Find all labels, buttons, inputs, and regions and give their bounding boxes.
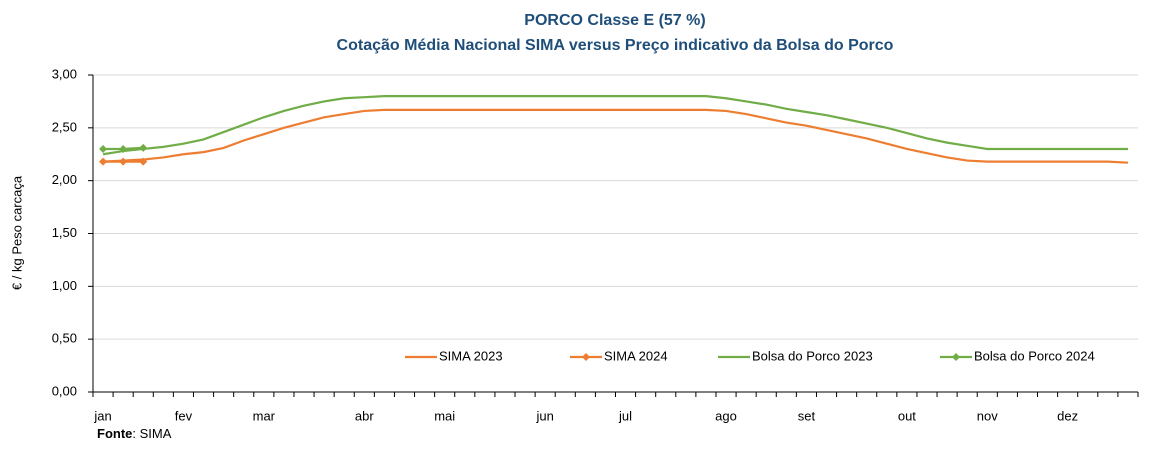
x-tick-label: dez bbox=[1057, 408, 1078, 423]
chart-title: PORCO Classe E (57 %) bbox=[524, 12, 705, 29]
y-tick-label: 0,50 bbox=[52, 331, 77, 346]
legend-label: SIMA 2023 bbox=[439, 348, 503, 363]
x-tick-label: mai bbox=[434, 408, 455, 423]
source: Fonte: SIMA bbox=[97, 426, 172, 441]
y-tick-label: 3,00 bbox=[52, 66, 77, 81]
y-tick-label: 1,50 bbox=[52, 225, 77, 240]
x-tick-label: nov bbox=[977, 408, 998, 423]
x-tick-label: set bbox=[798, 408, 816, 423]
x-tick-label: out bbox=[898, 408, 916, 423]
y-axis-label: € / kg Peso carcaça bbox=[9, 175, 24, 290]
y-tick-label: 0,00 bbox=[52, 383, 77, 398]
x-tick-label: jan bbox=[93, 408, 111, 423]
legend-label: Bolsa do Porco 2024 bbox=[974, 348, 1095, 363]
point bbox=[119, 144, 128, 153]
source-label: Fonte bbox=[97, 426, 132, 441]
chart-subtitle: Cotação Média Nacional SIMA versus Preço… bbox=[337, 37, 894, 54]
y-tick-label: 1,00 bbox=[52, 278, 77, 293]
legend-marker bbox=[582, 353, 590, 361]
x-tick-label: mar bbox=[253, 408, 276, 423]
point bbox=[139, 143, 148, 152]
x-tick-label: jul bbox=[618, 408, 632, 423]
x-tick-label: fev bbox=[175, 408, 193, 423]
y-tick-label: 2,00 bbox=[52, 172, 77, 187]
x-tick-label: jun bbox=[535, 408, 553, 423]
source-text: : SIMA bbox=[132, 426, 171, 441]
legend-label: Bolsa do Porco 2023 bbox=[752, 348, 873, 363]
x-tick-label: ago bbox=[715, 408, 737, 423]
legend-label: SIMA 2024 bbox=[604, 348, 668, 363]
point bbox=[99, 144, 108, 153]
series-line bbox=[102, 108, 1129, 164]
point bbox=[119, 157, 128, 166]
point bbox=[99, 157, 108, 166]
point bbox=[139, 157, 148, 166]
legend-marker bbox=[952, 353, 960, 361]
x-tick-label: abr bbox=[355, 408, 374, 423]
y-tick-label: 2,50 bbox=[52, 119, 77, 134]
series-line bbox=[102, 95, 1128, 156]
